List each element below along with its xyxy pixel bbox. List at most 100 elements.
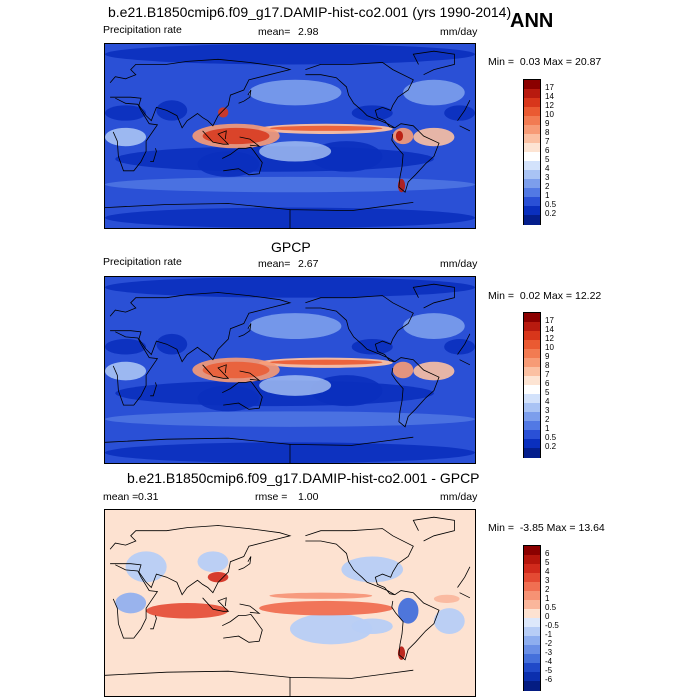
colorbar-tick-label: 8 xyxy=(545,128,550,137)
colorbar-tick-label: -2 xyxy=(545,639,553,648)
colorbar-tick-label: 6 xyxy=(545,549,550,558)
coastline xyxy=(150,382,157,397)
coastline xyxy=(222,146,263,176)
coastline xyxy=(239,603,261,614)
field-blob xyxy=(105,361,147,381)
panel1-max-value: 20.87 xyxy=(574,56,602,68)
colorbar-tick-label: 17 xyxy=(545,83,554,92)
field-blob xyxy=(413,127,455,147)
colorbar-tick-label: 5 xyxy=(545,155,550,164)
coastline xyxy=(112,331,471,406)
panel2-min-value: 0.02 xyxy=(519,290,541,302)
field-blob xyxy=(341,556,404,583)
field-blob xyxy=(105,44,475,65)
colorbar-tick-label: 9 xyxy=(545,119,550,128)
field-blob xyxy=(125,551,167,583)
panel1-units: mm/day xyxy=(440,26,478,38)
coastline xyxy=(238,323,252,338)
colorbar-tick-label: -4 xyxy=(545,657,553,666)
colorbar-tick-label: 7 xyxy=(545,370,550,379)
coastline xyxy=(391,123,440,193)
panel3-mean-label: mean = xyxy=(103,491,139,503)
field-blob xyxy=(207,572,229,583)
coastline xyxy=(112,564,471,639)
field-blob xyxy=(105,176,475,193)
panel1-title: b.e21.B1850cmip6.f09_g17.DAMIP-hist-co2.… xyxy=(108,4,512,20)
field-blob xyxy=(392,361,414,379)
colorbar-tick-label: 8 xyxy=(545,361,550,370)
panel1-max-label: Max = xyxy=(543,56,573,68)
coastline xyxy=(109,292,292,363)
colorbar-tick-label: 1 xyxy=(545,424,550,433)
field-blob xyxy=(290,613,373,645)
field-blob xyxy=(248,313,342,339)
field-blob xyxy=(115,592,147,614)
field-blob xyxy=(248,79,342,106)
colorbar-tick-label: 10 xyxy=(545,343,554,352)
panel1-mean-value: 2.98 xyxy=(298,26,319,38)
coastline xyxy=(305,295,414,363)
coastline xyxy=(391,357,440,428)
field-blob xyxy=(413,361,455,381)
panel3-units: mm/day xyxy=(440,491,478,503)
colorbar-tick-label: 10 xyxy=(545,110,554,119)
coastline xyxy=(238,89,252,104)
field-blob xyxy=(218,107,229,118)
field-blob xyxy=(397,597,419,624)
coastline xyxy=(239,136,261,147)
panel3-min-max: Min = -3.85 Max = 13.64 xyxy=(488,522,605,534)
panel2-min-label: Min = xyxy=(488,290,514,302)
field-blob xyxy=(259,141,332,162)
colorbar-tick-label: -1 xyxy=(545,630,553,639)
coastline xyxy=(239,370,261,381)
field-blob xyxy=(105,339,147,355)
field-blob xyxy=(351,105,393,121)
panel2-colorbar xyxy=(523,312,541,458)
panel2-title: GPCP xyxy=(271,239,311,255)
field-background xyxy=(105,277,475,463)
colorbar-tick-label: 1 xyxy=(545,594,550,603)
coastline xyxy=(412,516,455,542)
colorbar-tick-label: 2 xyxy=(545,415,550,424)
coastline xyxy=(222,613,263,643)
panel3-title: b.e21.B1850cmip6.f09_g17.DAMIP-hist-co2.… xyxy=(127,470,480,486)
season-label: ANN xyxy=(510,10,554,32)
panel1-colorbar xyxy=(523,79,541,225)
panel1-min-value: 0.03 xyxy=(519,56,541,68)
colorbar-tick-label: 3 xyxy=(545,173,550,182)
colorbar-tick-label: 14 xyxy=(545,92,554,101)
coastline xyxy=(238,556,252,571)
panel1-min-max: Min = 0.03 Max = 20.87 xyxy=(488,56,601,68)
colorbar-tick-label: 0.5 xyxy=(545,433,557,442)
panel2-max-label: Max = xyxy=(543,290,573,302)
panel2-map xyxy=(104,276,476,464)
coastline xyxy=(150,148,157,162)
panel3-map-field xyxy=(105,510,475,696)
panel1-mean-label: mean= xyxy=(258,26,291,38)
panel3-max-value: 13.64 xyxy=(578,522,605,534)
field-blob xyxy=(202,361,270,379)
colorbar-tick-label: 3 xyxy=(545,406,550,415)
coastline xyxy=(202,364,230,379)
panel2-min-max: Min = 0.02 Max = 12.22 xyxy=(488,290,601,302)
coastline xyxy=(112,97,471,172)
colorbar-tick-label: 12 xyxy=(545,101,554,110)
panel2-mean-label: mean= xyxy=(258,258,291,270)
field-blob xyxy=(197,551,229,572)
field-blob xyxy=(444,339,475,355)
field-blob xyxy=(351,339,393,355)
colorbar-segment xyxy=(524,215,540,225)
coastline xyxy=(412,283,455,309)
panel3-map xyxy=(104,509,476,697)
field-blob xyxy=(259,375,332,396)
field-blob xyxy=(105,277,475,298)
colorbar-tick-label: 5 xyxy=(545,558,550,567)
colorbar-tick-label: 6 xyxy=(545,379,550,388)
field-blob xyxy=(105,127,147,147)
panel3-colorbar xyxy=(523,545,541,691)
colorbar-tick-label: -3 xyxy=(545,648,553,657)
field-blob xyxy=(105,411,475,427)
colorbar-tick-label: 1 xyxy=(545,191,550,200)
colorbar-tick-label: 4 xyxy=(545,397,550,406)
field-blob xyxy=(395,130,404,142)
